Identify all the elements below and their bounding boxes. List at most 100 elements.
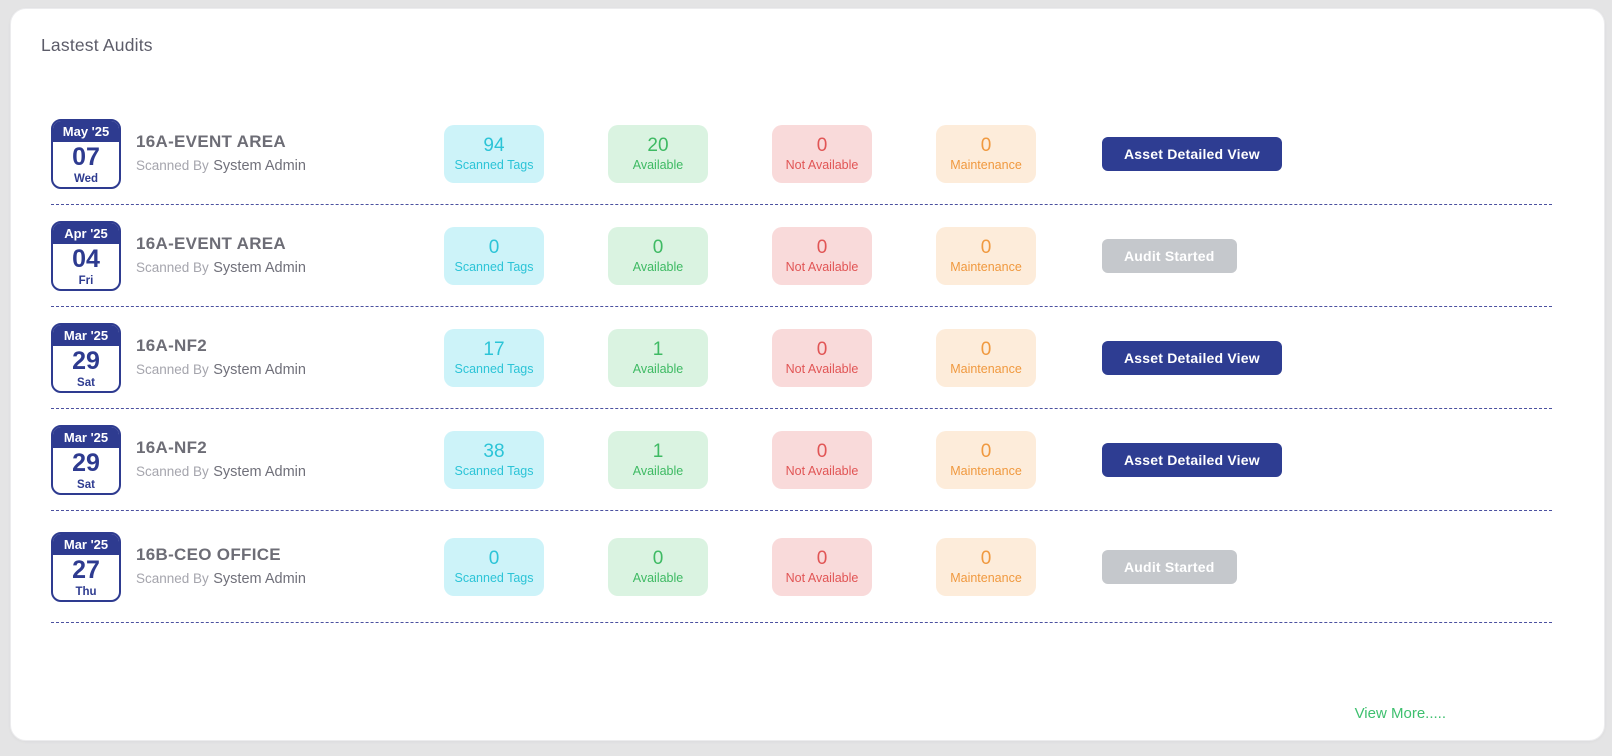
not-available-label: Not Available (785, 463, 859, 478)
row-action: Asset Detailed View (1102, 340, 1282, 375)
scanned-tags-chip: 0 Scanned Tags (444, 537, 544, 596)
row-action-button[interactable]: Asset Detailed View (1102, 442, 1282, 477)
not-available-chip: 0 Not Available (772, 328, 872, 387)
date-badge: Apr '25 04 Fri (51, 220, 121, 291)
maintenance-chip: 0 Maintenance (936, 124, 1036, 183)
available-value: 1 (652, 338, 664, 360)
maintenance-label: Maintenance (950, 157, 1022, 172)
audit-row: Apr '25 04 Fri 16A-EVENT AREA Scanned By… (51, 205, 1552, 307)
latest-audits-panel: Lastest Audits May '25 07 Wed 16A-EVENT … (10, 8, 1605, 741)
stat-chips: 0 Scanned Tags 0 Available 0 Not Availab… (444, 226, 1036, 285)
location-name: 16A-NF2 (136, 336, 208, 355)
date-day: 27 (72, 555, 100, 584)
audit-rows: May '25 07 Wed 16A-EVENT AREA Scanned By… (31, 103, 1584, 623)
available-chip: 0 Available (608, 226, 708, 285)
maintenance-value: 0 (980, 440, 992, 462)
not-available-value: 0 (816, 236, 828, 258)
panel-title: Lastest Audits (41, 35, 153, 55)
maintenance-value: 0 (980, 338, 992, 360)
audit-row: Mar '25 29 Sat 16A-NF2 Scanned By System… (51, 307, 1552, 409)
date-weekday: Sat (77, 478, 95, 491)
row-action: Asset Detailed View (1102, 136, 1282, 171)
not-available-chip: 0 Not Available (772, 537, 872, 596)
stat-chips: 38 Scanned Tags 1 Available 0 Not Availa… (444, 430, 1036, 489)
audit-info: 16A-NF2 Scanned By System Admin (136, 438, 444, 481)
stat-chips: 0 Scanned Tags 0 Available 0 Not Availab… (444, 537, 1036, 596)
maintenance-chip: 0 Maintenance (936, 328, 1036, 387)
available-chip: 1 Available (608, 328, 708, 387)
date-month-year: Mar '25 (53, 324, 119, 346)
maintenance-label: Maintenance (950, 463, 1022, 478)
audit-info: 16B-CEO OFFICE Scanned By System Admin (136, 545, 444, 588)
audit-row: Mar '25 27 Thu 16B-CEO OFFICE Scanned By… (51, 511, 1552, 623)
scanned-by-value: System Admin (213, 362, 306, 378)
available-label: Available (632, 570, 684, 585)
row-action-button[interactable]: Audit Started (1102, 238, 1237, 273)
scanned-tags-label: Scanned Tags (454, 463, 534, 478)
maintenance-value: 0 (980, 134, 992, 156)
not-available-label: Not Available (785, 570, 859, 585)
scanned-by-label: Scanned By (136, 260, 209, 275)
maintenance-chip: 0 Maintenance (936, 537, 1036, 596)
date-month-year: Apr '25 (53, 222, 119, 244)
scanned-tags-label: Scanned Tags (454, 259, 534, 274)
view-more-link[interactable]: View More..... (1354, 705, 1446, 722)
date-badge: Mar '25 29 Sat (51, 424, 121, 495)
row-action: Asset Detailed View (1102, 442, 1282, 477)
scanned-by-line: Scanned By System Admin (136, 259, 444, 277)
scanned-tags-chip: 17 Scanned Tags (444, 328, 544, 387)
stat-chips: 94 Scanned Tags 20 Available 0 Not Avail… (444, 124, 1036, 183)
not-available-value: 0 (816, 338, 828, 360)
scanned-tags-value: 38 (483, 440, 505, 462)
not-available-value: 0 (816, 134, 828, 156)
row-action-button[interactable]: Asset Detailed View (1102, 136, 1282, 171)
scanned-tags-label: Scanned Tags (454, 157, 534, 172)
available-chip: 20 Available (608, 124, 708, 183)
date-weekday: Wed (73, 172, 99, 185)
row-action: Audit Started (1102, 549, 1237, 584)
maintenance-label: Maintenance (950, 570, 1022, 585)
scanned-by-label: Scanned By (136, 158, 209, 173)
scanned-tags-value: 94 (483, 134, 505, 156)
scanned-by-label: Scanned By (136, 464, 209, 479)
audit-info: 16A-EVENT AREA Scanned By System Admin (136, 132, 444, 175)
not-available-chip: 0 Not Available (772, 430, 872, 489)
audit-info: 16A-NF2 Scanned By System Admin (136, 336, 444, 379)
row-action: Audit Started (1102, 238, 1237, 273)
scanned-by-value: System Admin (213, 464, 306, 480)
panel-footer: View More..... (31, 705, 1584, 723)
available-value: 20 (647, 134, 669, 156)
scanned-by-value: System Admin (213, 571, 306, 587)
scanned-tags-chip: 94 Scanned Tags (444, 124, 544, 183)
scanned-by-value: System Admin (213, 158, 306, 174)
maintenance-value: 0 (980, 547, 992, 569)
not-available-chip: 0 Not Available (772, 124, 872, 183)
scanned-by-label: Scanned By (136, 571, 209, 586)
scanned-by-value: System Admin (213, 260, 306, 276)
maintenance-value: 0 (980, 236, 992, 258)
maintenance-label: Maintenance (950, 361, 1022, 376)
scanned-tags-value: 17 (483, 338, 505, 360)
scanned-tags-value: 0 (488, 547, 500, 569)
date-month-year: May '25 (53, 120, 119, 142)
date-day: 04 (72, 244, 100, 273)
scanned-tags-value: 0 (488, 236, 500, 258)
available-chip: 1 Available (608, 430, 708, 489)
available-label: Available (632, 259, 684, 274)
not-available-label: Not Available (785, 361, 859, 376)
location-name: 16A-EVENT AREA (136, 132, 286, 151)
available-label: Available (632, 361, 684, 376)
date-badge: May '25 07 Wed (51, 118, 121, 189)
location-name: 16B-CEO OFFICE (136, 545, 281, 564)
date-weekday: Thu (75, 585, 97, 598)
date-badge: Mar '25 27 Thu (51, 531, 121, 602)
scanned-by-line: Scanned By System Admin (136, 463, 444, 481)
available-value: 0 (652, 236, 664, 258)
row-action-button[interactable]: Asset Detailed View (1102, 340, 1282, 375)
date-weekday: Sat (77, 376, 95, 389)
date-month-year: Mar '25 (53, 533, 119, 555)
date-day: 07 (72, 142, 100, 171)
stat-chips: 17 Scanned Tags 1 Available 0 Not Availa… (444, 328, 1036, 387)
row-action-button[interactable]: Audit Started (1102, 549, 1237, 584)
not-available-value: 0 (816, 547, 828, 569)
